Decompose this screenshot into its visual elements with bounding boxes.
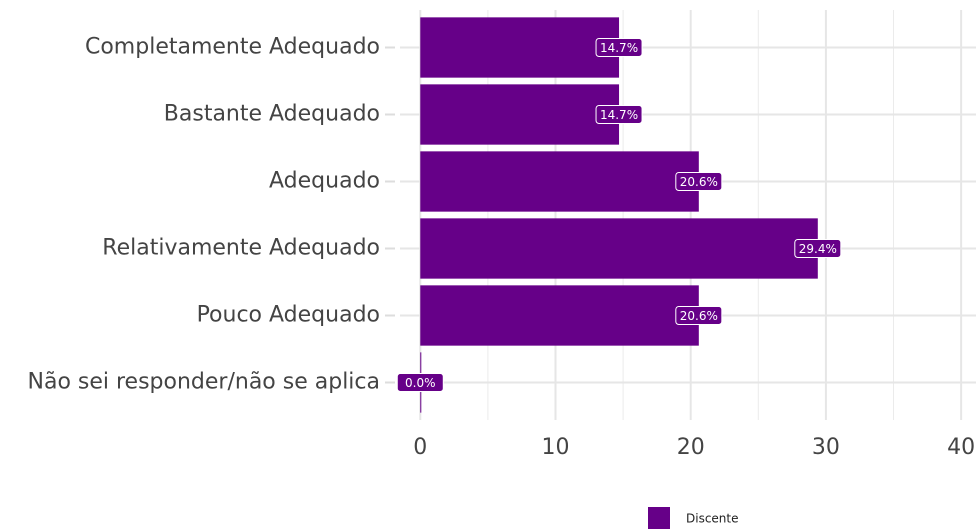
x-tick-label: 30	[812, 435, 840, 460]
value-label-box	[396, 373, 444, 392]
value-label: 20.6%	[680, 309, 718, 323]
value-label: 20.6%	[680, 175, 718, 189]
value-label: 29.4%	[799, 242, 837, 256]
value-label: 0.0%	[405, 376, 436, 390]
value-label-box	[675, 172, 723, 191]
bar	[420, 17, 620, 78]
x-tick-label: 20	[677, 435, 705, 460]
legend-label: Discente	[686, 512, 739, 526]
value-label-box	[595, 38, 643, 57]
x-tick-label: 40	[947, 435, 975, 460]
value-label: 14.7%	[600, 108, 638, 122]
y-tick-label: Adequado	[269, 169, 380, 194]
y-tick-label: Completamente Adequado	[85, 35, 380, 60]
y-tick-label: Relativamente Adequado	[102, 236, 380, 261]
x-tick-label: 0	[413, 435, 427, 460]
y-tick-label: Bastante Adequado	[164, 102, 380, 127]
value-label-box	[794, 239, 842, 258]
bar	[420, 218, 818, 279]
value-label-box	[595, 105, 643, 124]
y-tick-label: Não sei responder/não se aplica	[28, 370, 381, 395]
legend-swatch	[648, 507, 670, 529]
value-label: 14.7%	[600, 41, 638, 55]
bar	[420, 84, 620, 145]
y-tick-label: Pouco Adequado	[197, 303, 380, 328]
x-tick-label: 10	[541, 435, 569, 460]
bar	[420, 151, 699, 212]
bar	[420, 285, 699, 346]
value-label-box	[675, 306, 723, 325]
